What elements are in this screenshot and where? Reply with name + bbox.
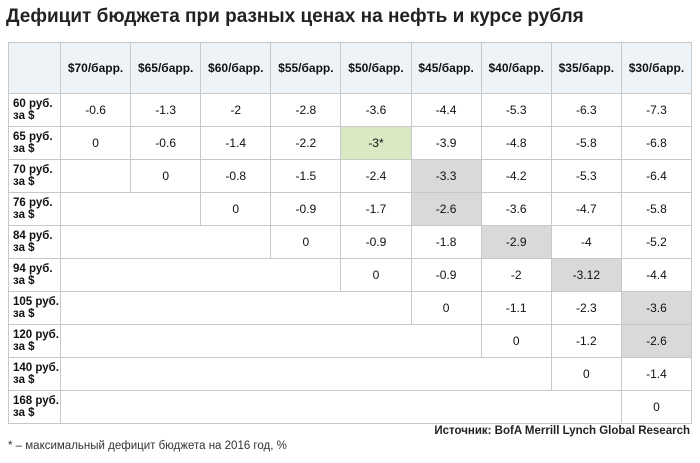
value-cell: 0 [620,390,693,424]
value-cell: -0.8 [200,159,272,193]
empty-cell [59,225,272,259]
value-cell: -4.7 [550,192,622,226]
value-cell: -6.3 [550,93,622,127]
value-cell: -4 [550,225,622,259]
value-cell: -1.5 [270,159,342,193]
value-cell: -4.4 [410,93,482,127]
value-cell: -2.6 [620,324,693,358]
table-row: 65 руб. за $0 -0.6 -1.4 -2.2 -3* -3.9 -4.8 -5.8… [8,126,693,160]
value-cell: -0.6 [130,126,202,160]
value-cell: -1.8 [410,225,482,259]
value-cell: -2.6 [410,192,482,226]
value-cell: -2.9 [480,225,552,259]
value-cell: -5.3 [550,159,622,193]
value-cell: -1.1 [480,291,552,325]
value-cell: -0.9 [270,192,342,226]
value-cell: -4.4 [620,258,693,292]
value-cell: -4.2 [480,159,552,193]
value-cell: -5.3 [480,93,552,127]
value-cell: 0 [410,291,482,325]
row-label: 94 руб. за $ [8,258,61,292]
value-cell: -0.6 [59,93,132,127]
value-cell: -2 [480,258,552,292]
value-cell: -3.9 [410,126,482,160]
value-cell: 0 [59,126,132,160]
value-cell: 0 [550,357,622,391]
empty-cell [60,324,482,358]
column-header: $65/барр. [130,42,202,94]
header-row: $70/барр. $65/барр. $60/барр. $55/барр. $50/… [8,42,693,94]
corner-cell [8,42,61,94]
value-cell: -5.8 [620,192,693,226]
empty-cell [60,291,412,325]
value-cell: -2.4 [340,159,412,193]
value-cell: -2.8 [270,93,342,127]
table-row: 105 руб. за $ 0 -1.1 -2.3 -3.6 [8,291,693,325]
value-cell: -3.3 [410,159,482,193]
row-label: 84 руб. за $ [8,225,61,259]
column-header: $30/барр. [620,42,693,94]
row-label: 140 руб. за $ [8,357,61,391]
table-row: 120 руб. за $ 0 -1.2 -2.6 [8,324,693,358]
value-cell: -1.2 [550,324,622,358]
value-cell: -2.2 [270,126,342,160]
value-cell: -7.3 [620,93,693,127]
empty-cell [59,192,202,226]
value-cell: -2 [200,93,272,127]
value-cell: 0 [270,225,342,259]
empty-cell [59,159,132,193]
value-cell: 0 [480,324,552,358]
value-cell: -0.9 [340,225,412,259]
row-label: 76 руб. за $ [8,192,61,226]
value-cell: -3* [340,126,412,160]
row-label: 120 руб. за $ [8,324,61,358]
row-label: 105 руб. за $ [8,291,61,325]
value-cell: -4.8 [480,126,552,160]
empty-cell [60,357,552,391]
value-cell: -3.6 [620,291,693,325]
value-cell: 0 [200,192,272,226]
source: Источник: BofA Merrill Lynch Global Rese… [434,425,690,437]
table-row: 60 руб. за $ -0.6 -1.3 -2 -2.8 -3.6 -4.4 -5.3 -6… [8,93,693,127]
empty-cell [59,258,342,292]
table-row: 168 руб. за $ 0 [8,390,693,424]
column-header: $55/барр. [270,42,342,94]
row-label: 168 руб. за $ [8,390,61,424]
value-cell: -1.4 [620,357,693,391]
column-header: $50/барр. [340,42,412,94]
value-cell: -3.6 [340,93,412,127]
value-cell: -1.3 [130,93,202,127]
column-header: $45/барр. [410,42,482,94]
value-cell: -5.2 [620,225,693,259]
title: Дефицит бюджета при разных ценах на нефт… [6,6,584,27]
value-cell: -3.6 [480,192,552,226]
value-cell: -5.8 [550,126,622,160]
value-cell: -3.12 [550,258,622,292]
table-row: 76 руб. за $ 0 -0.9 -1.7 -2.6 -3.6 -4.7 -5.8 [8,192,693,226]
table-row: 94 руб. за $ 0 -0.9 -2 -3.12 -4.4 [8,258,693,292]
table-row: 70 руб. за $ 0 -0.8 -1.5 -2.4 -3.3 -4.2 -5.3 -6.… [8,159,693,193]
table-row: 84 руб. за $ 0 -0.9 -1.8 -2.9 -4 -5.2 [8,225,693,259]
value-cell: -1.4 [200,126,272,160]
value-cell: -0.9 [410,258,482,292]
value-cell: -1.7 [340,192,412,226]
table-row: 140 руб. за $ 0 -1.4 [8,357,693,391]
column-header: $60/барр. [200,42,272,94]
footnote: * – максимальный дефицит бюджета на 2016… [8,440,287,452]
column-header: $40/барр. [480,42,552,94]
row-label: 70 руб. за $ [8,159,61,193]
value-cell: -6.4 [620,159,693,193]
empty-cell [60,390,622,424]
column-header: $70/барр. [59,42,132,94]
row-label: 65 руб. за $ [8,126,61,160]
value-cell: -2.3 [550,291,622,325]
deficit-table: $70/барр. $65/барр. $60/барр. $55/барр. $50/… [8,42,693,424]
column-header: $35/барр. [550,42,622,94]
row-label: 60 руб. за $ [8,93,61,127]
value-cell: -6.8 [620,126,693,160]
value-cell: 0 [340,258,412,292]
value-cell: 0 [130,159,202,193]
